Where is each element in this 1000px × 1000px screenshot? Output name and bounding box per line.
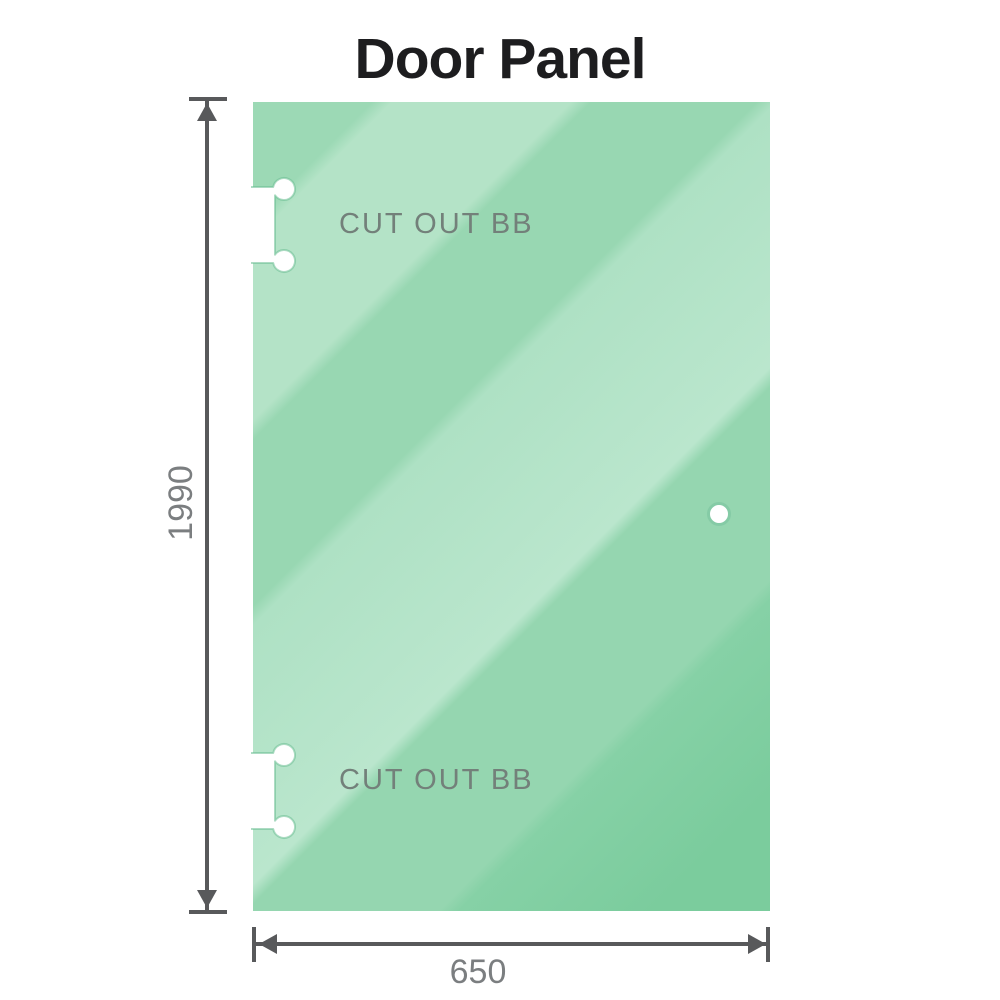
glass-panel: CUT OUT BB CUT OUT BB bbox=[251, 102, 770, 911]
width-dimension-value: 650 bbox=[449, 953, 507, 991]
bottom-cutout-label: CUT OUT BB bbox=[339, 764, 534, 796]
top-hinge-cutout-icon bbox=[251, 177, 297, 273]
top-cutout-label: CUT OUT BB bbox=[339, 208, 534, 240]
arrow-down-icon bbox=[197, 890, 217, 908]
height-dimension-bottom-cap bbox=[189, 910, 227, 914]
width-dimension-right-tick bbox=[766, 927, 770, 962]
arrow-right-icon bbox=[748, 934, 766, 954]
width-dimension-left-tick bbox=[252, 927, 256, 962]
diagram-title: Door Panel bbox=[354, 27, 647, 91]
arrow-left-icon bbox=[259, 934, 277, 954]
arrow-up-icon bbox=[197, 103, 217, 121]
width-dimension-line bbox=[256, 942, 769, 946]
height-dimension-value: 1990 bbox=[162, 465, 200, 541]
bottom-hinge-cutout-icon bbox=[251, 743, 297, 839]
handle-hole bbox=[707, 502, 731, 526]
height-dimension-line bbox=[205, 99, 209, 912]
